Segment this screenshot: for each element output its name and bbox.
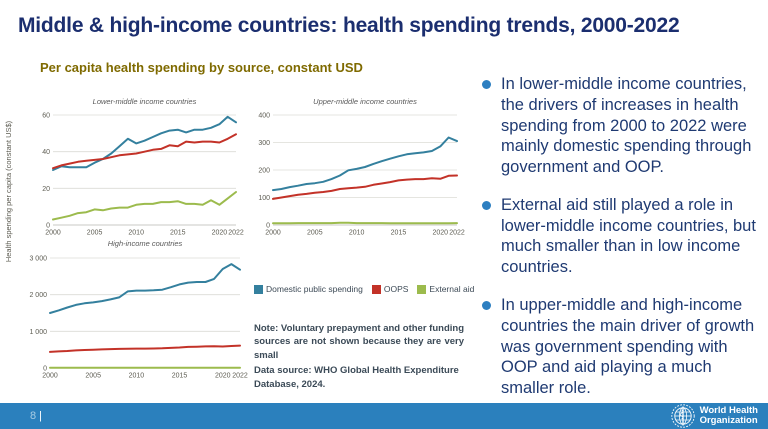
svg-text:2015: 2015 <box>172 373 188 380</box>
svg-text:2022: 2022 <box>449 230 465 237</box>
legend-item-domestic: Domestic public spending <box>254 284 363 294</box>
svg-text:100: 100 <box>258 195 270 202</box>
page-number: 8 | <box>30 410 42 422</box>
legend-swatch-domestic-icon <box>254 284 263 294</box>
chart-lower-middle-income: Lower-middle income countries 0 20 40 60 2000… <box>42 97 244 237</box>
who-emblem-icon <box>670 404 695 428</box>
svg-text:2 000: 2 000 <box>29 292 47 299</box>
svg-text:3 000: 3 000 <box>29 256 47 263</box>
svg-text:2020: 2020 <box>212 230 228 237</box>
svg-text:2010: 2010 <box>349 230 365 237</box>
svg-text:2015: 2015 <box>170 230 186 237</box>
svg-text:2000: 2000 <box>45 230 61 237</box>
legend-swatch-oops-icon <box>371 284 381 294</box>
svg-text:20: 20 <box>42 186 50 193</box>
bullet-dot-icon <box>482 80 491 89</box>
bullet-list: In lower-middle income countries, the dr… <box>482 74 766 416</box>
bullet-item-1: In lower-middle income countries, the dr… <box>482 74 766 178</box>
bullet-item-2: External aid still played a role in lowe… <box>482 195 766 278</box>
svg-text:40: 40 <box>42 149 50 156</box>
who-logo-text: World Health Organization <box>699 404 758 426</box>
chart-upper-middle-income: Upper-middle income countries 0 100 200 300 4… <box>258 97 465 237</box>
svg-text:2015: 2015 <box>391 230 407 237</box>
footer-bar: 8 | World Health Organization <box>0 403 768 429</box>
svg-text:200: 200 <box>258 168 270 175</box>
bullet-text: In upper-middle and high-income countrie… <box>501 296 755 398</box>
svg-text:2010: 2010 <box>129 373 145 380</box>
svg-text:1 000: 1 000 <box>29 329 47 336</box>
chart-high-income: High-income countries 0 1 000 2 000 3 000 200… <box>29 239 247 380</box>
legend-swatch-external-aid-icon <box>417 284 427 294</box>
legend-item-oops: OOPS <box>371 284 409 294</box>
svg-text:Upper-middle income countries: Upper-middle income countries <box>313 97 417 106</box>
svg-text:2022: 2022 <box>228 230 244 237</box>
figure-note: Note: Voluntary prepayment and other fun… <box>254 322 464 391</box>
svg-text:300: 300 <box>258 140 270 147</box>
svg-text:2000: 2000 <box>42 373 58 380</box>
svg-text:2005: 2005 <box>87 230 103 237</box>
svg-text:0: 0 <box>266 223 270 230</box>
figure-subtitle: Per capita health spending by source, co… <box>40 60 363 75</box>
svg-text:2020: 2020 <box>215 373 231 380</box>
who-logo: World Health Organization <box>670 404 758 428</box>
bullet-dot-icon <box>482 200 491 210</box>
svg-text:0: 0 <box>46 223 50 230</box>
svg-text:2005: 2005 <box>307 230 323 237</box>
bullet-dot-icon <box>482 301 491 311</box>
bullet-item-3: In upper-middle and high-income countrie… <box>482 295 766 399</box>
svg-text:2020: 2020 <box>432 230 448 237</box>
svg-text:400: 400 <box>258 113 270 120</box>
svg-text:2005: 2005 <box>85 373 101 380</box>
svg-text:2010: 2010 <box>128 230 144 237</box>
page-title: Middle & high-income countries: health s… <box>18 14 680 37</box>
chart-legend: Domestic public spending OOPS External a… <box>254 284 474 294</box>
legend-label-oops: OOPS <box>383 284 409 294</box>
bullet-text: External aid still played a role in lowe… <box>501 195 756 277</box>
svg-text:Lower-middle income countries: Lower-middle income countries <box>93 97 197 106</box>
legend-item-external-aid: External aid <box>417 284 474 294</box>
svg-text:2022: 2022 <box>232 373 248 380</box>
legend-label-external-aid: External aid <box>429 284 475 294</box>
data-source-text: Data source: WHO Global Health Expenditu… <box>254 365 459 390</box>
svg-text:0: 0 <box>43 366 47 373</box>
svg-text:High-income countries: High-income countries <box>108 239 183 248</box>
note-text: Note: Voluntary prepayment and other fun… <box>254 323 464 361</box>
bullet-text: In lower-middle income countries, the dr… <box>501 75 752 177</box>
svg-text:60: 60 <box>42 113 50 120</box>
y-axis-label: Health spending per capita (constant US$… <box>4 120 14 262</box>
legend-label-domestic: Domestic public spending <box>266 284 363 294</box>
svg-text:2000: 2000 <box>265 230 281 237</box>
